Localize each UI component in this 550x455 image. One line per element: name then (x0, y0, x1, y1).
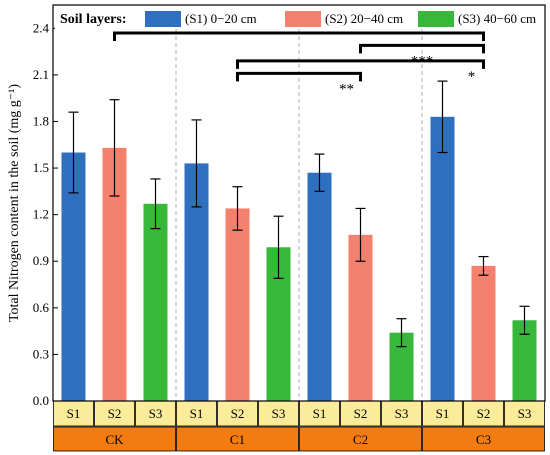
layer-label: S2 (231, 406, 245, 421)
layer-label: S1 (190, 406, 204, 421)
y-tick-label: 1.8 (33, 113, 49, 128)
significance-bracket (236, 59, 485, 69)
y-tick-label: 1.5 (33, 160, 49, 175)
y-tick-label: 2.4 (33, 20, 50, 35)
layer-label: S1 (67, 406, 81, 421)
bar (348, 234, 373, 401)
layer-label: S2 (354, 406, 368, 421)
significance-bracket (113, 31, 485, 41)
bar (61, 152, 86, 401)
y-tick-label: 2.1 (33, 67, 49, 82)
y-tick-label: 0.6 (33, 300, 50, 315)
legend-label: (S2) 20−40 cm (325, 11, 403, 26)
layer-band-cell (299, 400, 340, 427)
layer-label: S3 (395, 406, 409, 421)
significance-label: ** (339, 81, 354, 97)
legend-swatch (418, 11, 454, 27)
legend-swatch (145, 11, 181, 27)
legend-label: (S1) 0−20 cm (185, 11, 257, 26)
bar (471, 265, 496, 401)
layer-label: S2 (477, 406, 491, 421)
bar (225, 208, 250, 401)
significance-bracket (236, 71, 362, 82)
layer-label: S1 (436, 406, 450, 421)
layer-band-cell (381, 400, 422, 427)
bar (143, 203, 168, 401)
y-tick-label: 0.3 (33, 346, 49, 361)
layer-label: S3 (272, 406, 286, 421)
significance-label: * (468, 69, 476, 85)
group-dividers (175, 29, 423, 401)
layer-band-cell (217, 400, 258, 427)
y-axis-label: Total Nitrogen content in the soil (mg g… (7, 84, 22, 322)
bars-layer (61, 80, 537, 401)
legend-swatch (285, 11, 321, 27)
group-label: C2 (353, 432, 368, 447)
layer-band-cell (422, 400, 463, 427)
group-band-cell (422, 426, 545, 452)
legend-label: (S3) 40−60 cm (458, 11, 536, 26)
layer-band-cell (53, 400, 94, 427)
y-tick-label: 1.2 (33, 207, 49, 222)
layer-band-cell (135, 400, 176, 427)
layer-label: S2 (108, 406, 122, 421)
bar (307, 172, 332, 401)
layer-label: S1 (313, 406, 327, 421)
group-label: CK (105, 432, 124, 447)
y-tick-label: 0.0 (33, 393, 49, 408)
group-band-cell (299, 426, 422, 452)
layer-band-cell (340, 400, 381, 427)
plot-frame (52, 4, 546, 402)
significance-brackets: ****** (113, 31, 485, 97)
legend: Soil layers: (S1) 0−20 cm (S2) 20−40 cm (S… (55, 7, 543, 29)
legend-title: Soil layers: (60, 12, 127, 27)
y-axis: 0.0 0.3 0.6 0.9 1.2 1.5 1.8 2.1 2.4 (33, 20, 58, 408)
layer-band-cell (504, 400, 545, 427)
layer-label: S3 (149, 406, 163, 421)
significance-bracket (359, 43, 485, 54)
group-band-cell (176, 426, 299, 452)
category-bands: S1 S2 S3 CK S1 S2 S3 C1 S1 S2 S3 C2 S1 S2 S3 C3 (53, 400, 545, 452)
bar (430, 116, 455, 401)
layer-label: S3 (518, 406, 532, 421)
group-label: C3 (476, 432, 491, 447)
group-label: C1 (230, 432, 245, 447)
layer-band-cell (258, 400, 299, 427)
layer-band-cell (463, 400, 504, 427)
group-band-cell (53, 426, 176, 452)
layer-band-cell (176, 400, 217, 427)
y-tick-label: 0.9 (33, 253, 49, 268)
